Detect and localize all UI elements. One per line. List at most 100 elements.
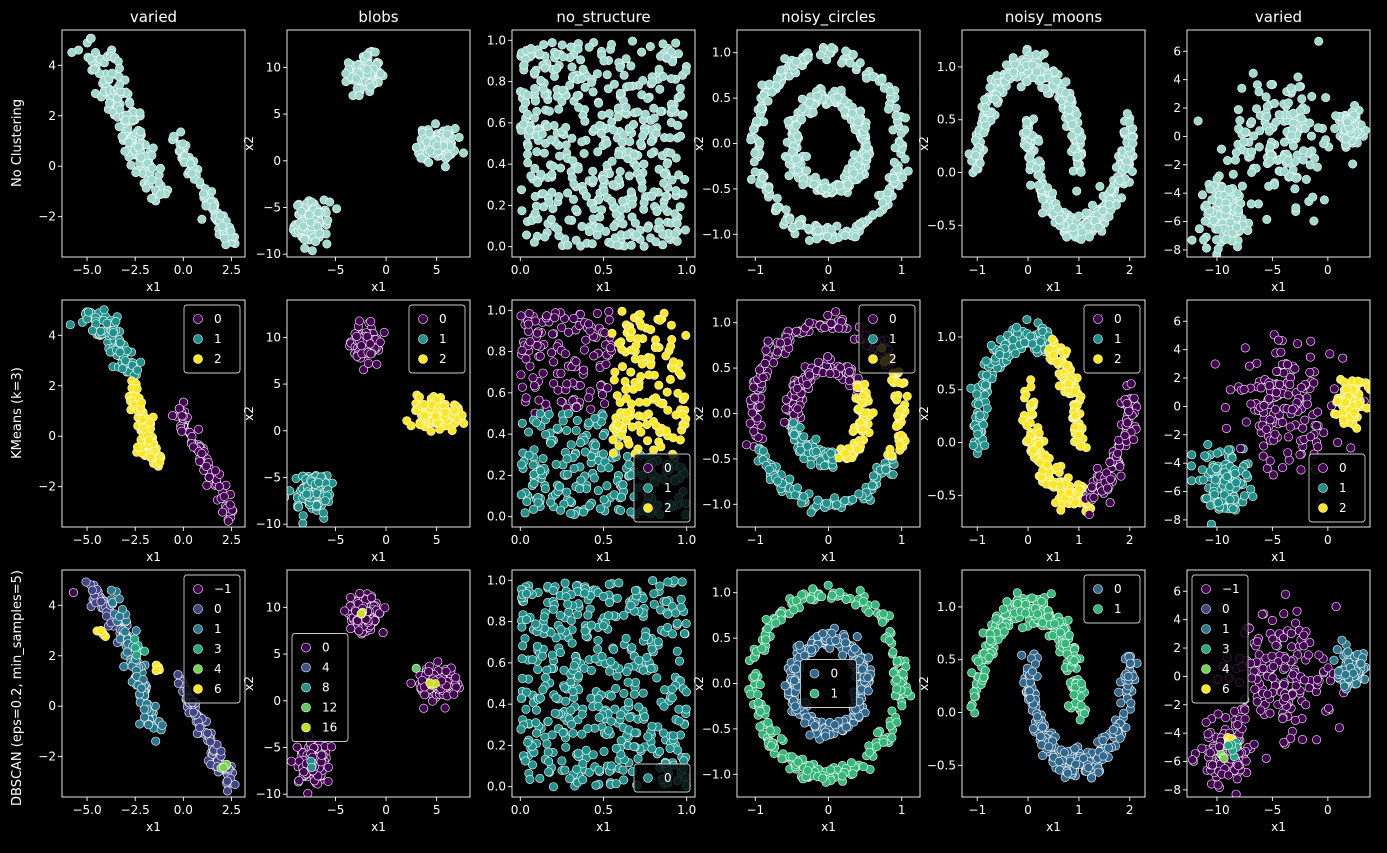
- x-tick-label: 0.0: [174, 263, 193, 277]
- x-tick-label: −1: [746, 263, 764, 277]
- scatter-point: [323, 215, 333, 225]
- scatter-point: [868, 408, 878, 418]
- scatter-point: [1225, 495, 1235, 505]
- scatter-point: [1052, 357, 1062, 367]
- x-tick-label: −2.5: [121, 263, 150, 277]
- scatter-point: [891, 111, 901, 121]
- scatter-point: [1348, 159, 1358, 169]
- scatter-point: [890, 143, 900, 153]
- scatter-point: [552, 423, 562, 433]
- scatter-point: [982, 403, 992, 413]
- scatter-point: [1265, 157, 1275, 167]
- scatter-point: [849, 168, 859, 178]
- scatter-point: [861, 122, 871, 132]
- scatter-point: [532, 147, 542, 157]
- legend-box: [408, 304, 466, 374]
- scatter-point: [622, 451, 632, 461]
- scatter-point: [411, 142, 421, 152]
- scatter-point: [1209, 215, 1219, 225]
- scatter-point: [654, 380, 664, 390]
- scatter-point: [675, 91, 685, 101]
- scatter-point: [598, 449, 608, 459]
- scatter-point: [826, 448, 836, 458]
- scatter-point: [877, 198, 887, 208]
- scatter-point: [1274, 110, 1284, 120]
- y-tick-label: 0: [1173, 129, 1181, 143]
- scatter-point: [520, 508, 530, 518]
- scatter-point: [868, 72, 878, 82]
- y-tick-label: 0.8: [487, 345, 506, 359]
- legend-label: 0: [439, 312, 447, 326]
- scatter-point: [1047, 334, 1057, 344]
- scatter-point: [823, 310, 833, 320]
- scatter-point: [877, 75, 887, 85]
- scatter-point: [618, 480, 628, 490]
- y-tick-label: 0.0: [937, 436, 956, 450]
- scatter-point: [546, 497, 556, 507]
- scatter-point: [780, 54, 790, 64]
- scatter-point: [820, 461, 830, 471]
- scatter-point: [662, 387, 672, 397]
- scatter-point: [516, 490, 526, 500]
- legend-label: 2: [214, 352, 222, 366]
- legend-marker: [418, 334, 428, 344]
- x-tick-label: 0.5: [594, 263, 613, 277]
- axes-frame: [961, 29, 1146, 258]
- scatter-point: [1293, 72, 1303, 82]
- x-tick-label: −5.0: [72, 533, 101, 547]
- scatter-point: [351, 74, 361, 84]
- scatter-point: [1095, 181, 1105, 191]
- scatter-point: [546, 214, 556, 224]
- scatter-point: [1064, 105, 1074, 115]
- scatter-point: [1072, 110, 1082, 120]
- scatter-point: [603, 383, 613, 393]
- scatter-point: [379, 327, 389, 337]
- scatter-point: [806, 460, 816, 470]
- scatter-point: [680, 225, 690, 235]
- scatter-point: [568, 156, 578, 166]
- scatter-point: [836, 85, 846, 95]
- scatter-point: [522, 109, 532, 119]
- scatter-point: [529, 237, 539, 247]
- y-tick-label: 0: [273, 424, 281, 438]
- scatter-point: [599, 495, 609, 505]
- y-tick-label: −0.5: [702, 182, 731, 196]
- scatter-point: [588, 214, 598, 224]
- scatter-point: [1233, 105, 1243, 115]
- scatter-point: [1266, 80, 1276, 90]
- scatter-point: [300, 243, 310, 253]
- scatter-point: [1199, 235, 1209, 245]
- y-tick-label: −4: [1163, 186, 1181, 200]
- scatter-point: [557, 96, 567, 106]
- scatter-point: [834, 181, 844, 191]
- scatter-point: [627, 199, 637, 209]
- scatter-point: [1217, 144, 1227, 154]
- scatter-point: [972, 389, 982, 399]
- x-axis-label: x1: [596, 280, 611, 294]
- scatter-point: [802, 166, 812, 176]
- y-axis-label: x2: [917, 406, 931, 421]
- scatter-point: [1027, 339, 1037, 349]
- scatter-point: [654, 217, 664, 227]
- scatter-point: [597, 205, 607, 215]
- scatter-point: [1016, 82, 1026, 92]
- scatter-point: [618, 196, 628, 206]
- scatter-point: [813, 495, 823, 505]
- scatter-point: [204, 472, 214, 482]
- scatter-point: [589, 351, 599, 361]
- x-tick-label: 0: [1024, 263, 1032, 277]
- scatter-point: [621, 384, 631, 394]
- scatter-point: [304, 210, 314, 220]
- scatter-point: [1026, 382, 1036, 392]
- legend-marker: [868, 354, 878, 364]
- scatter-point: [626, 187, 636, 197]
- scatter-point: [811, 446, 821, 456]
- x-tick-label: −5: [327, 533, 345, 547]
- legend-marker: [643, 503, 653, 513]
- scatter-point: [138, 414, 148, 424]
- scatter-point: [424, 158, 434, 168]
- y-tick-label: 0: [48, 429, 56, 443]
- scatter-point: [1049, 479, 1059, 489]
